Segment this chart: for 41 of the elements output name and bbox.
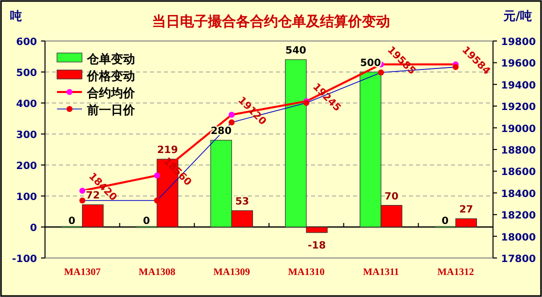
data-label: 0 (143, 216, 150, 227)
y2-tick-label: 18800 (501, 146, 536, 156)
y2-tick-label: 18400 (501, 188, 536, 200)
y-tick-label: 300 (16, 130, 38, 141)
chart-title: 当日电子撮合各合约仓单及结算价变动 (152, 13, 390, 30)
legend-label: 合约均价 (86, 86, 136, 100)
y-tick-label: 400 (16, 99, 38, 110)
legend-label: 仓单变动 (86, 52, 135, 66)
y-tick-label: 100 (16, 192, 38, 203)
x-tick-label: MA1311 (362, 267, 400, 278)
data-label: 53 (235, 196, 250, 208)
y2-tick-label: 19200 (501, 102, 536, 114)
x-tick-label: MA1308 (138, 267, 176, 278)
data-label: 70 (384, 191, 398, 202)
y2-tick-label: 18600 (501, 167, 536, 178)
y2-tick-label: 17800 (501, 254, 536, 265)
y-tick-label: 0 (30, 223, 38, 234)
legend-label: 价格变动 (86, 69, 135, 83)
y-axis-title: 吨 (10, 9, 22, 23)
y-tick-label: 500 (16, 68, 38, 79)
x-tick-label: MA1309 (213, 267, 250, 278)
x-tick-label: MA1307 (64, 267, 101, 278)
data-label: 219 (157, 145, 178, 156)
x-tick-label: MA1310 (288, 267, 325, 278)
y2-tick-label: 18200 (501, 210, 536, 222)
data-label: -18 (308, 240, 326, 252)
y-tick-label: -100 (12, 254, 38, 265)
data-label: 540 (285, 46, 306, 57)
y2-tick-label: 18000 (501, 232, 536, 244)
y2-tick-label: 19400 (501, 80, 536, 92)
x-tick-label: MA1312 (437, 267, 474, 278)
y2-tick-label: 19800 (501, 37, 536, 48)
y2-axis-title: 元/吨 (502, 9, 532, 23)
y-tick-label: 200 (16, 161, 38, 172)
data-label: 0 (68, 216, 76, 227)
data-label: 27 (459, 204, 474, 216)
data-label: 0 (442, 216, 449, 227)
y2-tick-label: 19600 (501, 58, 536, 70)
legend-label: 前一日价 (86, 103, 136, 117)
y2-tick-label: 19000 (501, 124, 536, 135)
y-tick-label: 600 (16, 37, 38, 48)
